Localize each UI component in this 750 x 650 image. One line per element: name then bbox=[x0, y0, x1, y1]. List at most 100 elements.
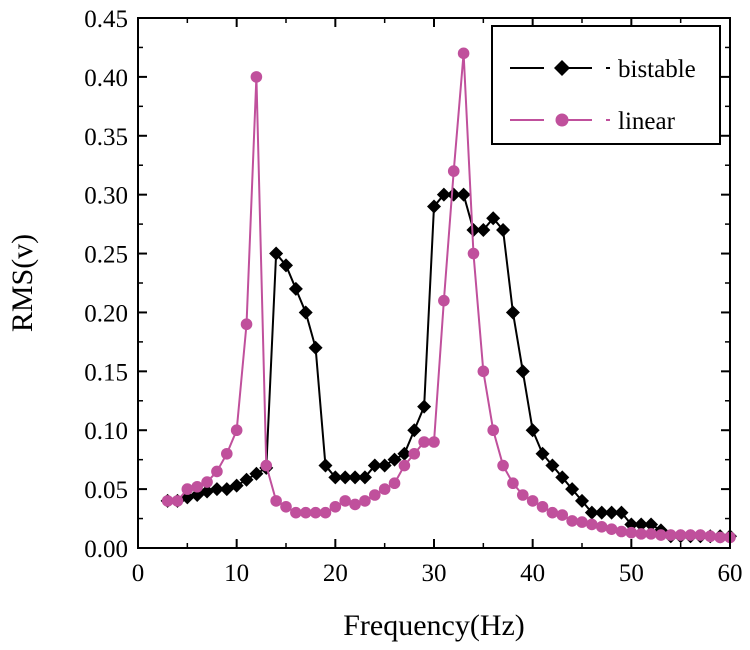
bistable-point bbox=[496, 223, 511, 237]
linear-point bbox=[359, 495, 371, 507]
bistable-point bbox=[584, 505, 599, 520]
y-axis-label: RMS(v) bbox=[6, 234, 39, 332]
linear-point bbox=[250, 71, 263, 83]
linear-point bbox=[684, 529, 697, 541]
y-tick-label: 0.10 bbox=[84, 418, 128, 445]
bistable-point bbox=[436, 187, 451, 202]
linear-point bbox=[467, 247, 480, 260]
linear-point bbox=[704, 530, 717, 543]
linear-point bbox=[270, 495, 282, 507]
linear-point bbox=[181, 483, 194, 495]
linear-point bbox=[388, 477, 401, 490]
bistable-point bbox=[634, 517, 649, 532]
bistable-point bbox=[565, 482, 580, 497]
linear-point bbox=[280, 500, 292, 513]
axis-layer: 0 10 20 30 40 50 60 0.00 0.05 0.10 0.15 0.20 0.25 0.3… bbox=[6, 6, 743, 642]
y-tick-label: 0.25 bbox=[84, 242, 128, 269]
bistable-point bbox=[614, 505, 629, 520]
linear-point bbox=[290, 506, 302, 519]
y-tick-label: 0.15 bbox=[84, 359, 128, 386]
x-tick-label: 10 bbox=[224, 560, 249, 587]
y-tick-label: 0.30 bbox=[84, 183, 128, 210]
linear-point bbox=[546, 506, 559, 519]
linear-point bbox=[378, 483, 391, 495]
legend-label: bistable bbox=[618, 56, 696, 83]
bistable-point bbox=[446, 187, 461, 202]
linear-point bbox=[595, 521, 608, 533]
linear-point bbox=[665, 529, 677, 541]
x-tick-label: 0 bbox=[132, 560, 145, 587]
linear-point bbox=[329, 500, 342, 513]
y-tick-label: 0.05 bbox=[84, 477, 128, 504]
bistable-point bbox=[397, 446, 412, 461]
y-tick-label: 0.20 bbox=[84, 300, 128, 327]
linear-point bbox=[536, 500, 549, 513]
legend: bistable linear bbox=[491, 25, 721, 145]
bistable-point bbox=[308, 340, 323, 355]
bistable-point bbox=[407, 423, 422, 438]
bistable-point bbox=[279, 258, 293, 273]
linear-point bbox=[309, 506, 322, 519]
x-axis-label: Frequency(Hz) bbox=[343, 609, 525, 642]
bistable-point bbox=[209, 482, 224, 497]
linear-point bbox=[171, 495, 184, 507]
legend-item-bistable: bistable bbox=[510, 56, 696, 83]
x-tick-label: 30 bbox=[422, 560, 447, 587]
x-tick-label: 60 bbox=[718, 560, 743, 587]
linear-point bbox=[674, 529, 687, 541]
legend-label: linear bbox=[618, 108, 676, 135]
bistable-point bbox=[249, 466, 264, 481]
linear-point bbox=[319, 506, 332, 519]
linear-point bbox=[299, 506, 312, 519]
linear-point bbox=[576, 516, 588, 528]
linear-point bbox=[615, 525, 628, 538]
bistable-point bbox=[357, 470, 372, 485]
bistable-point bbox=[575, 493, 589, 508]
bistable-point bbox=[535, 446, 550, 461]
linear-point bbox=[201, 476, 213, 488]
linear-point bbox=[556, 509, 569, 521]
bistable-point bbox=[338, 470, 353, 485]
bistable-point bbox=[545, 458, 560, 473]
linear-point bbox=[694, 529, 707, 541]
bistable-point bbox=[466, 223, 481, 237]
linear-point bbox=[526, 495, 539, 507]
bistable-point bbox=[624, 517, 639, 532]
series-layer bbox=[160, 47, 737, 544]
bistable-point bbox=[328, 470, 343, 485]
legend-marker bbox=[555, 113, 569, 127]
linear-point bbox=[447, 165, 460, 177]
bistable-point bbox=[367, 458, 382, 473]
linear-point bbox=[260, 459, 273, 472]
linear-point bbox=[339, 495, 352, 507]
linear-point bbox=[369, 489, 381, 501]
bistable-point bbox=[456, 187, 471, 202]
linear-point bbox=[586, 518, 598, 531]
x-tick-label: 20 bbox=[323, 560, 348, 587]
y-tick-label: 0.45 bbox=[84, 6, 128, 33]
linear-point bbox=[418, 436, 430, 448]
linear-point bbox=[221, 447, 233, 460]
linear-point bbox=[428, 436, 440, 448]
linear-point bbox=[507, 477, 519, 490]
linear-point bbox=[497, 459, 509, 472]
bistable-point bbox=[200, 484, 215, 499]
linear-point bbox=[655, 529, 667, 541]
bistable-point bbox=[555, 470, 570, 485]
bistable-point bbox=[486, 211, 501, 226]
linear-point bbox=[161, 495, 174, 507]
linear-point bbox=[230, 424, 243, 437]
bistable-point bbox=[644, 517, 659, 532]
bistable-point bbox=[318, 458, 333, 473]
linear-point bbox=[714, 531, 726, 544]
linear-point bbox=[240, 318, 253, 331]
bistable-point bbox=[239, 472, 254, 487]
linear-point bbox=[477, 365, 490, 378]
linear-point bbox=[408, 447, 421, 460]
bistable-point bbox=[525, 423, 540, 438]
y-tick-label: 0.00 bbox=[84, 536, 128, 563]
linear-point bbox=[457, 47, 470, 60]
bistable-point bbox=[377, 458, 392, 473]
y-tick-label: 0.35 bbox=[84, 124, 128, 151]
linear-point bbox=[438, 294, 450, 307]
